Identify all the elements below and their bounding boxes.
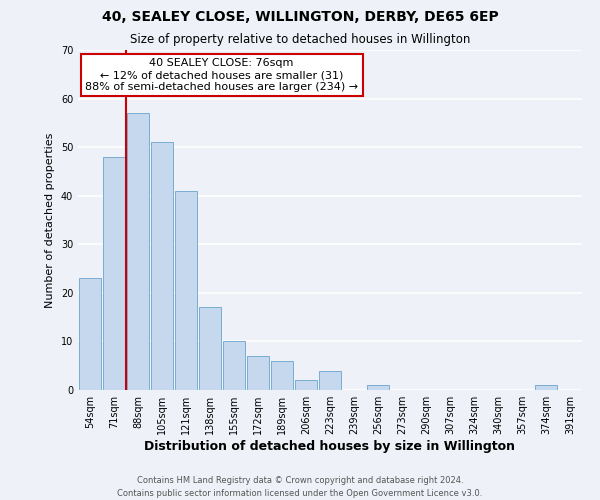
Bar (247, 356, 269, 390)
Bar (367, 385, 389, 390)
Bar (271, 361, 293, 390)
Bar (103, 157, 125, 390)
Text: Size of property relative to detached houses in Willington: Size of property relative to detached ho… (130, 32, 470, 46)
Bar (175, 191, 197, 390)
Text: 40, SEALEY CLOSE, WILLINGTON, DERBY, DE65 6EP: 40, SEALEY CLOSE, WILLINGTON, DERBY, DE6… (101, 10, 499, 24)
Bar (79, 278, 101, 390)
Bar (535, 385, 557, 390)
Text: Contains HM Land Registry data © Crown copyright and database right 2024.
Contai: Contains HM Land Registry data © Crown c… (118, 476, 482, 498)
Text: 40 SEALEY CLOSE: 76sqm
← 12% of detached houses are smaller (31)
88% of semi-det: 40 SEALEY CLOSE: 76sqm ← 12% of detached… (85, 58, 358, 92)
Bar (295, 380, 317, 390)
Bar (127, 113, 149, 390)
Bar (199, 308, 221, 390)
Bar (151, 142, 173, 390)
Y-axis label: Number of detached properties: Number of detached properties (45, 132, 55, 308)
Bar (319, 370, 341, 390)
X-axis label: Distribution of detached houses by size in Willington: Distribution of detached houses by size … (145, 440, 515, 453)
Bar (223, 342, 245, 390)
